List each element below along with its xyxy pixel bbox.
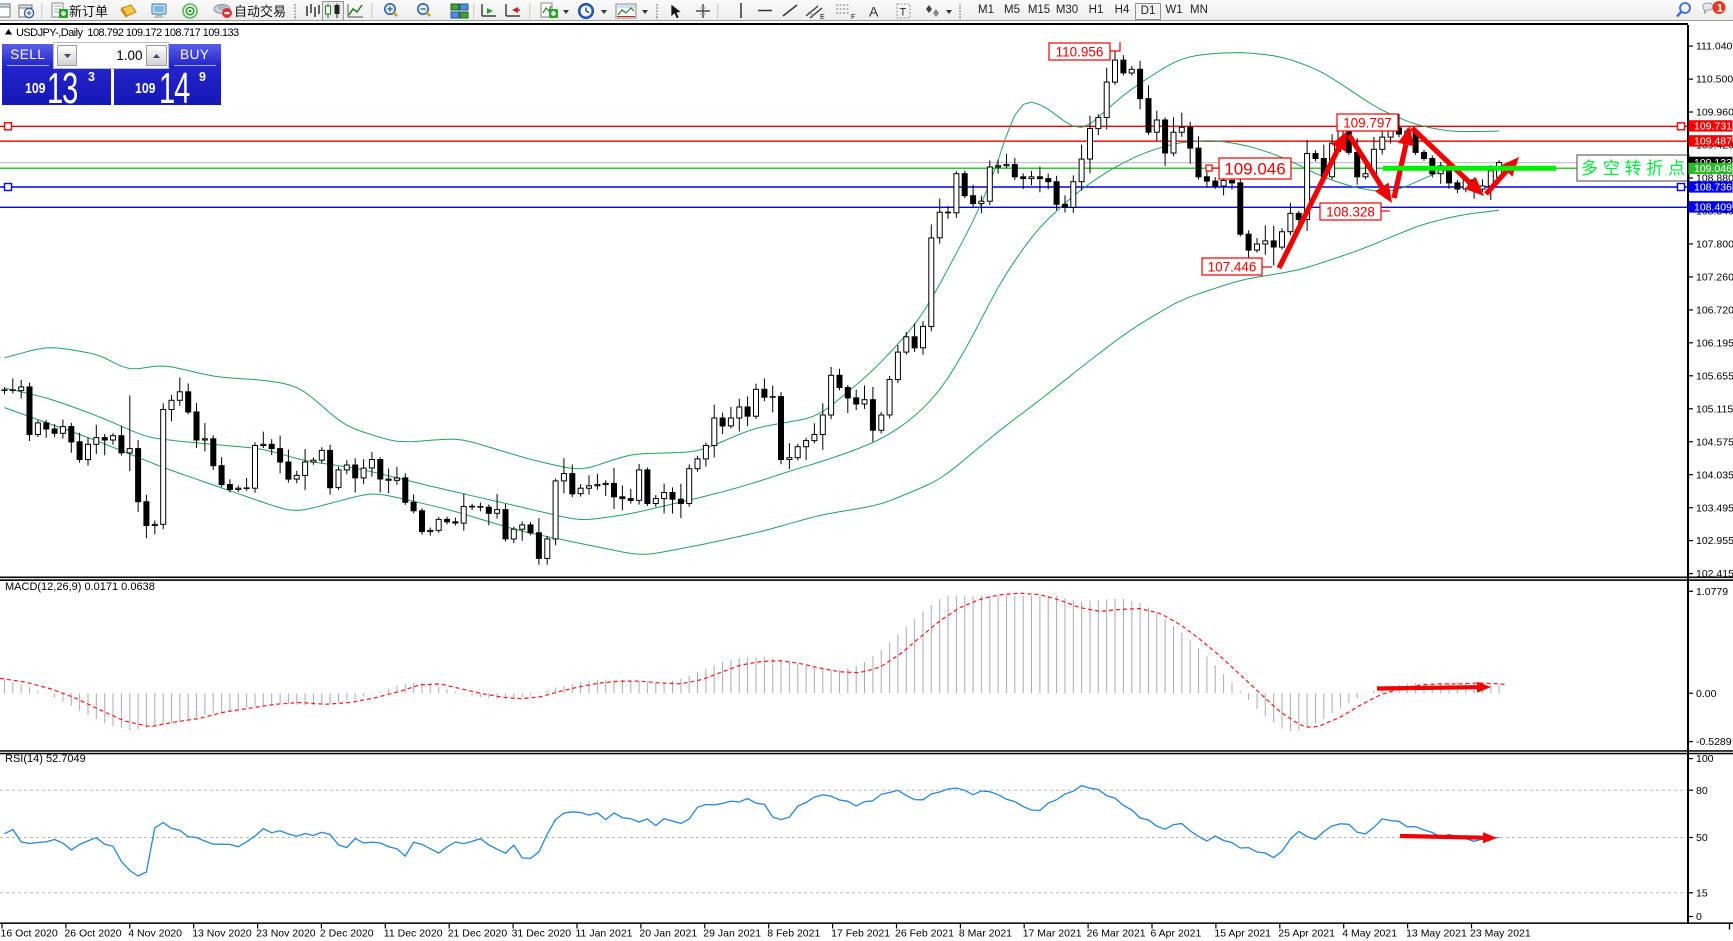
svg-text:0.00: 0.00: [1696, 688, 1717, 700]
svg-text:109.487: 109.487: [1694, 136, 1732, 148]
svg-text:103.495: 103.495: [1696, 502, 1733, 514]
svg-text:100: 100: [1696, 753, 1714, 765]
svg-text:11 Dec 2020: 11 Dec 2020: [384, 928, 443, 940]
svg-text:106.720: 106.720: [1696, 305, 1733, 317]
svg-text:105.655: 105.655: [1696, 370, 1733, 382]
svg-text:MACD(12,26,9) 0.0171 0.0638: MACD(12,26,9) 0.0171 0.0638: [5, 581, 155, 593]
svg-text:104.575: 104.575: [1696, 436, 1733, 448]
svg-text:21 Dec 2020: 21 Dec 2020: [448, 928, 508, 940]
svg-text:15 Apr 2021: 15 Apr 2021: [1214, 928, 1271, 940]
svg-text:-0.5289: -0.5289: [1696, 736, 1732, 748]
svg-text:23 Nov 2020: 23 Nov 2020: [256, 928, 316, 940]
svg-text:108.409: 108.409: [1694, 202, 1732, 214]
svg-text:102.415: 102.415: [1696, 568, 1733, 580]
svg-text:RSI(14) 52.7049: RSI(14) 52.7049: [5, 753, 86, 765]
svg-text:2 Dec 2020: 2 Dec 2020: [320, 928, 374, 940]
svg-text:8 Mar 2021: 8 Mar 2021: [959, 928, 1012, 940]
svg-text:107.446: 107.446: [1208, 259, 1257, 274]
svg-text:8 Feb 2021: 8 Feb 2021: [767, 928, 820, 940]
svg-text:26 Mar 2021: 26 Mar 2021: [1087, 928, 1146, 940]
svg-text:110.500: 110.500: [1696, 74, 1733, 86]
svg-text:109.960: 109.960: [1696, 107, 1733, 119]
svg-text:109.797: 109.797: [1343, 115, 1392, 130]
svg-text:13 May 2021: 13 May 2021: [1406, 928, 1467, 940]
svg-text:108.736: 108.736: [1694, 182, 1732, 194]
svg-text:4 Nov 2020: 4 Nov 2020: [128, 928, 182, 940]
svg-text:11 Jan 2021: 11 Jan 2021: [576, 928, 633, 940]
svg-text:E: E: [820, 14, 825, 21]
svg-text:102.955: 102.955: [1696, 535, 1733, 547]
svg-text:26 Oct 2020: 26 Oct 2020: [64, 928, 121, 940]
svg-text:0: 0: [1696, 911, 1702, 923]
svg-text:17 Mar 2021: 17 Mar 2021: [1023, 928, 1082, 940]
svg-text:17 Feb 2021: 17 Feb 2021: [831, 928, 890, 940]
svg-text:107.260: 107.260: [1696, 272, 1733, 284]
svg-text:109.046: 109.046: [1694, 163, 1732, 175]
svg-text:26 Feb 2021: 26 Feb 2021: [895, 928, 954, 940]
svg-text:新订单: 新订单: [69, 4, 108, 19]
svg-text:109.046: 109.046: [1224, 160, 1285, 179]
svg-text:20 Jan 2021: 20 Jan 2021: [639, 928, 697, 940]
svg-text:109.731: 109.731: [1694, 121, 1732, 133]
svg-text:110.956: 110.956: [1056, 44, 1104, 59]
svg-text:25 Apr 2021: 25 Apr 2021: [1278, 928, 1335, 940]
svg-text:多空转折点: 多空转折点: [1581, 159, 1685, 178]
svg-text:13 Nov 2020: 13 Nov 2020: [192, 928, 252, 940]
svg-text:USDJPY-,Daily 108.792 109.172: USDJPY-,Daily 108.792 109.172 108.717 10…: [16, 27, 239, 39]
svg-text:4 May 2021: 4 May 2021: [1342, 928, 1397, 940]
svg-text:1: 1: [1717, 3, 1723, 15]
svg-text:自动交易: 自动交易: [234, 4, 286, 19]
svg-text:A: A: [869, 4, 879, 20]
svg-text:106.195: 106.195: [1696, 337, 1733, 349]
svg-text:50: 50: [1696, 832, 1708, 844]
svg-text:16 Oct 2020: 16 Oct 2020: [1, 928, 58, 940]
svg-text:6 Apr 2021: 6 Apr 2021: [1151, 928, 1202, 940]
svg-text:105.115: 105.115: [1696, 403, 1733, 415]
svg-text:31 Dec 2020: 31 Dec 2020: [512, 928, 572, 940]
svg-text:F: F: [851, 14, 855, 21]
svg-text:111.040: 111.040: [1696, 41, 1733, 53]
svg-text:108.328: 108.328: [1326, 204, 1375, 219]
svg-text:107.800: 107.800: [1696, 239, 1733, 251]
svg-text:23 May 2021: 23 May 2021: [1470, 928, 1531, 940]
svg-text:15: 15: [1696, 887, 1708, 899]
svg-text:29 Jan 2021: 29 Jan 2021: [703, 928, 761, 940]
svg-text:T: T: [900, 7, 907, 19]
svg-text:1.0779: 1.0779: [1696, 586, 1728, 598]
svg-text:80: 80: [1696, 785, 1708, 797]
svg-text:104.035: 104.035: [1696, 469, 1733, 481]
